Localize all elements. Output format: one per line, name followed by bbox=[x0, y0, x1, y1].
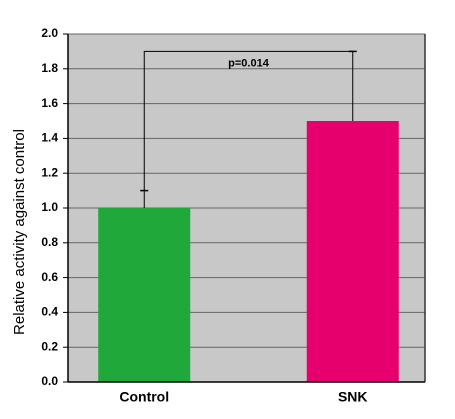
y-tick-label: 1.4 bbox=[41, 131, 58, 145]
y-axis-label: Relative activity against control bbox=[11, 129, 28, 335]
y-tick-label: 0.2 bbox=[41, 339, 58, 353]
x-tick-label: Control bbox=[119, 389, 169, 405]
bar bbox=[98, 208, 191, 382]
y-tick-label: 1.6 bbox=[41, 96, 58, 110]
y-tick-label: 0.4 bbox=[41, 305, 58, 319]
significance-bracket bbox=[143, 50, 353, 191]
bar bbox=[306, 121, 399, 382]
y-tick-label: 1.0 bbox=[41, 200, 58, 214]
x-tick-label: SNK bbox=[338, 389, 368, 405]
y-tick-label: 2.0 bbox=[41, 26, 58, 40]
y-tick-label: 0.6 bbox=[41, 270, 58, 284]
annotation: p=0.014 bbox=[228, 57, 270, 69]
y-tick-label: 0.0 bbox=[41, 374, 58, 388]
y-tick-label: 1.8 bbox=[41, 61, 58, 75]
y-tick-label: 0.8 bbox=[41, 235, 58, 249]
y-tick-label: 1.2 bbox=[41, 165, 58, 179]
